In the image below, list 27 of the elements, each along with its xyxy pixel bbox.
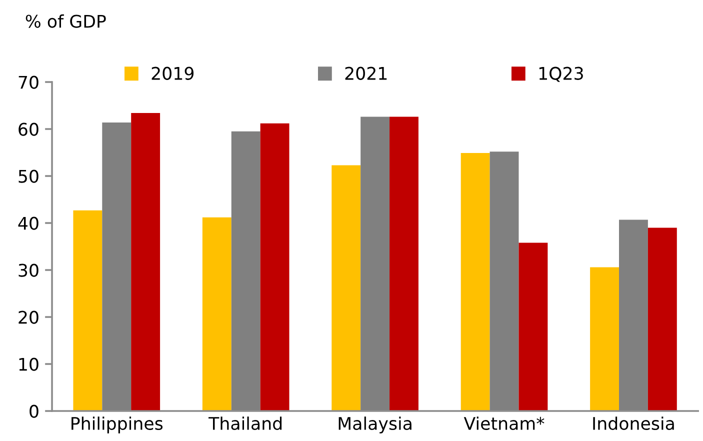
- y-tick-label: 30: [18, 264, 38, 277]
- bar: [131, 113, 160, 412]
- y-tick-label: 10: [19, 358, 38, 371]
- x-tick-label: Malaysia: [338, 416, 412, 434]
- x-tick-label: Indonesia: [593, 416, 674, 430]
- bar: [390, 116, 418, 412]
- legend-label: 2019: [152, 66, 194, 80]
- bar: [460, 152, 490, 412]
- x-tick-label: Vietnam*: [464, 416, 544, 430]
- legend-label: 2021: [345, 66, 387, 80]
- y-tick-label: 50: [18, 170, 38, 183]
- y-tick-label: 0: [30, 404, 38, 418]
- legend-label: 1Q23: [539, 66, 583, 82]
- x-tick-label: Thailand: [208, 416, 282, 430]
- bar: [518, 242, 548, 412]
- y-axis-title: % of GDP: [26, 14, 106, 28]
- bar: [648, 228, 677, 412]
- bar: [73, 210, 102, 412]
- x-tick-label: Philippines: [72, 416, 163, 434]
- y-tick-label: 40: [18, 216, 38, 230]
- y-tick-label: 70: [18, 76, 38, 89]
- bar: [202, 217, 232, 412]
- bar: [590, 267, 619, 412]
- bar: [332, 165, 361, 412]
- y-tick-label: 60: [18, 122, 38, 136]
- y-tick-label: 20: [18, 310, 38, 324]
- bar: [260, 123, 290, 412]
